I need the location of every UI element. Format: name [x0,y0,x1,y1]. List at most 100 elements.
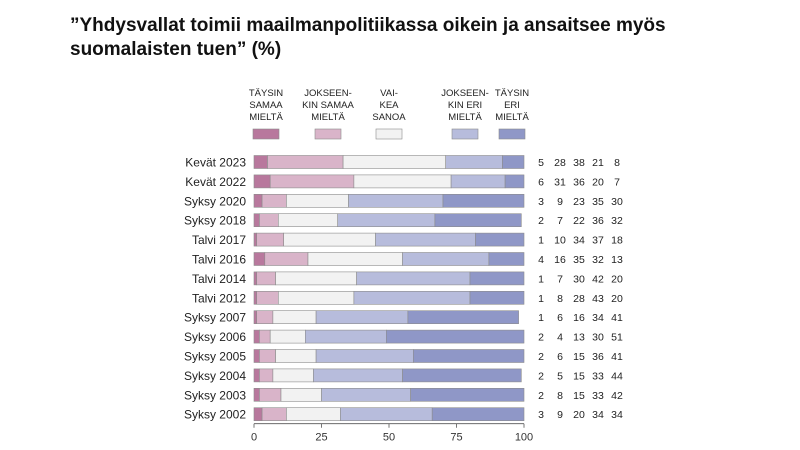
bar-segment [313,368,403,383]
bar-segment [442,194,525,208]
category-label: Talvi 2016 [192,253,246,267]
data-label: 7 [557,215,563,227]
data-label: 30 [573,273,585,285]
bar-segment [410,387,525,402]
data-label: 6 [538,176,544,188]
legend-swatch [252,128,280,140]
data-label: 41 [611,351,623,363]
data-label: 2 [538,332,544,344]
category-label: Talvi 2012 [192,291,246,305]
data-label: 36 [592,215,604,227]
data-label: 22 [573,215,585,227]
legend-label: MIELTÄ [448,112,482,123]
data-label: 5 [538,157,544,169]
legend-label: KIN SAMAA [302,100,354,111]
data-label: 6 [557,351,563,363]
bar-segment [286,194,349,208]
legend-label: TÄYSIN [495,88,529,99]
data-label: 7 [557,273,563,285]
bar-segment [253,271,257,286]
data-label: 42 [592,273,604,285]
bar-segment [337,213,436,227]
legend-label: JOKSEEN- [441,88,489,99]
bar-segment [353,290,471,305]
data-label: 3 [538,196,544,208]
bar-segment [253,329,260,344]
bar-segment [407,310,519,325]
bar-segment [269,174,355,189]
data-label: 1 [538,312,544,324]
data-label: 43 [592,293,604,305]
data-label: 20 [573,409,585,421]
bar-segment [259,349,276,363]
bar-segment [321,387,411,402]
bar-segment [340,407,433,422]
category-label: Syksy 2005 [184,350,246,364]
data-label: 13 [611,254,623,266]
data-label: 9 [557,196,563,208]
data-label: 9 [557,409,563,421]
category-label: Talvi 2014 [192,272,246,286]
data-label: 33 [592,370,604,382]
data-label: 34 [592,409,604,421]
data-label: 13 [573,332,585,344]
legend-label: MIELTÄ [249,112,283,123]
x-tick-label: 100 [515,432,533,444]
bar-segment [469,271,525,286]
bar-segment [256,232,285,247]
bar-segment [402,252,490,266]
data-label: 10 [554,235,566,247]
legend-label: JOKSEEN- [304,88,352,99]
bar-segment [283,232,376,247]
legend-label: SANOA [372,112,406,123]
bar-segment [402,368,522,383]
data-label: 28 [554,157,566,169]
bar-segment [253,213,260,227]
bar-segment [348,194,444,208]
legend-label: SAMAA [249,100,283,111]
data-label: 3 [538,409,544,421]
bar-segment [277,290,355,305]
category-label: Syksy 2004 [184,369,246,383]
legend-swatch [375,128,403,140]
x-tick-label: 25 [315,432,327,444]
bar-segment [253,349,260,363]
category-label: Kevät 2023 [185,156,246,170]
data-label: 8 [557,293,563,305]
bar-segment [286,407,341,422]
data-label: 16 [573,312,585,324]
data-label: 8 [614,157,620,169]
x-tick-label: 75 [450,432,462,444]
data-label: 34 [592,312,604,324]
data-label: 28 [573,293,585,305]
data-label: 8 [557,390,563,402]
bar-segment [253,407,263,422]
data-label: 35 [592,196,604,208]
data-label: 36 [573,176,585,188]
x-tick-label: 0 [251,432,257,444]
data-label: 21 [592,157,604,169]
bar-segment [253,368,260,383]
bar-segment [356,271,471,286]
data-label: 38 [573,157,585,169]
data-label: 4 [557,332,563,344]
category-label: Syksy 2007 [184,311,246,325]
bar-segment [385,329,525,344]
legend-label: TÄYSIN [249,88,283,99]
data-label: 44 [611,370,623,382]
bar-segment [280,387,322,402]
bar-segment [253,290,257,305]
bar-segment [431,407,525,422]
data-label: 32 [611,215,623,227]
bar-segment [502,155,525,169]
legend-label: MIELTÄ [311,112,345,123]
bar-segment [259,387,282,402]
data-label: 16 [554,254,566,266]
data-label: 7 [614,176,620,188]
legend-label: ERI [504,100,520,111]
data-label: 18 [611,235,623,247]
bar-segment [307,252,403,266]
legend-swatch [498,128,526,140]
bar-segment [469,290,525,305]
category-label: Syksy 2006 [184,330,246,344]
